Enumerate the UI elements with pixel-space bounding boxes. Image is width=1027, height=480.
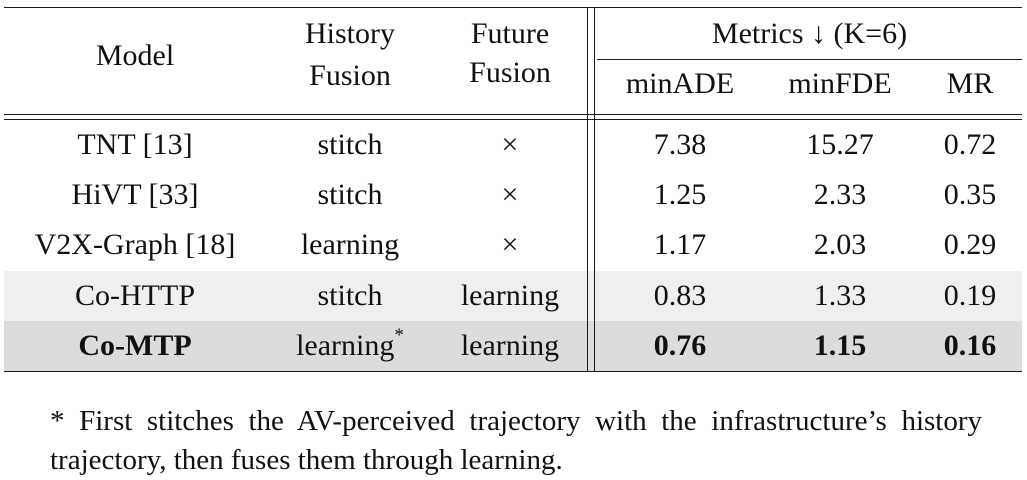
row-mr: 0.29 [943, 228, 997, 261]
header-future-line1: Future [470, 17, 550, 50]
row-minade: 7.38 [653, 128, 707, 161]
metrics-group-rule [597, 59, 1022, 60]
row-model: Co-MTP [78, 329, 192, 362]
row-minade: 1.17 [653, 228, 707, 261]
column-divider-right [594, 7, 595, 372]
header-rule-2 [4, 119, 1022, 120]
row-model: Co-HTTP [75, 279, 195, 312]
header-mr: MR [946, 67, 994, 100]
row-minfde: 1.15 [813, 329, 867, 362]
footnote-marker: * [394, 325, 404, 346]
row-history-text: learning [296, 329, 395, 362]
header-history-line1: History [305, 17, 395, 50]
row-minade: 1.25 [653, 178, 707, 211]
row-future: learning [460, 329, 560, 362]
row-model: V2X-Graph [18] [34, 228, 236, 261]
row-minade: 0.83 [653, 279, 707, 312]
row-minfde: 15.27 [806, 128, 874, 161]
row-mr: 0.16 [943, 329, 997, 362]
header-rule-1 [4, 114, 1022, 115]
row-future: × [501, 128, 519, 161]
row-model: TNT [13] [77, 128, 193, 161]
row-shade-co-mtp [4, 321, 1022, 371]
header-minfde: minFDE [788, 67, 892, 100]
row-minfde: 2.33 [813, 178, 867, 211]
row-history: stitch [317, 279, 383, 312]
row-history: stitch [317, 178, 383, 211]
header-history-line2: Fusion [309, 59, 391, 92]
row-mr: 0.35 [943, 178, 997, 211]
row-future: × [501, 228, 519, 261]
row-mr: 0.72 [943, 128, 997, 161]
row-shade-co-http [4, 271, 1022, 321]
bottom-rule [4, 371, 1022, 372]
row-mr: 0.19 [943, 279, 997, 312]
row-minfde: 1.33 [813, 279, 867, 312]
top-rule [4, 7, 1022, 8]
header-metrics-group: Metrics ↓ (K=6) [711, 17, 908, 50]
row-future: × [501, 178, 519, 211]
row-minade: 0.76 [653, 329, 707, 362]
header-model: Model [95, 39, 175, 72]
column-divider-left [587, 7, 588, 372]
row-history: learning [300, 228, 400, 261]
row-minfde: 2.03 [813, 228, 867, 261]
header-future-line2: Fusion [469, 56, 551, 89]
row-model: HiVT [33] [71, 178, 199, 211]
row-history: learning* [270, 325, 430, 364]
row-history: stitch [317, 128, 383, 161]
row-future: learning [460, 279, 560, 312]
header-minade: minADE [625, 67, 735, 100]
table-footnote: * First stitches the AV-perceived trajec… [50, 405, 982, 476]
